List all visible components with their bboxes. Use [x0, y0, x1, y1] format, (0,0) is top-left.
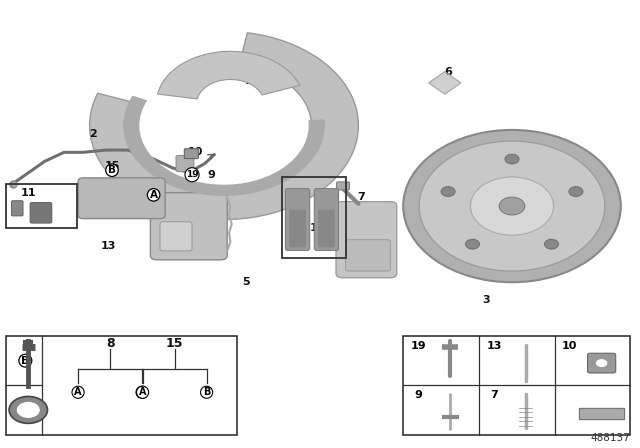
Text: 7: 7	[358, 192, 365, 202]
Polygon shape	[579, 408, 624, 419]
Text: 9: 9	[415, 390, 422, 400]
Text: B: B	[108, 165, 116, 175]
Text: A: A	[150, 190, 157, 200]
Text: B: B	[138, 387, 146, 397]
Text: 13: 13	[486, 341, 502, 351]
Wedge shape	[124, 95, 324, 196]
FancyBboxPatch shape	[12, 201, 23, 216]
Text: A: A	[74, 387, 82, 397]
Text: 11: 11	[21, 188, 36, 198]
FancyBboxPatch shape	[289, 210, 306, 247]
FancyBboxPatch shape	[285, 189, 310, 250]
Text: B: B	[203, 387, 211, 397]
Bar	[282, 177, 346, 258]
Circle shape	[499, 197, 525, 215]
FancyBboxPatch shape	[318, 210, 335, 247]
FancyBboxPatch shape	[176, 155, 194, 172]
Text: B: B	[21, 356, 29, 366]
Ellipse shape	[83, 178, 154, 216]
Bar	[6, 184, 77, 228]
Text: 13: 13	[101, 241, 116, 251]
Wedge shape	[90, 33, 358, 220]
Circle shape	[419, 141, 605, 271]
Text: 1: 1	[310, 224, 317, 233]
Text: 18: 18	[245, 76, 260, 86]
Circle shape	[545, 239, 559, 249]
Text: 488137: 488137	[591, 433, 630, 443]
Bar	[403, 336, 630, 435]
FancyBboxPatch shape	[314, 189, 339, 250]
Text: 12: 12	[34, 215, 49, 224]
Text: 15: 15	[166, 337, 183, 350]
Text: 16: 16	[178, 161, 193, 171]
Circle shape	[403, 130, 621, 282]
Text: 7: 7	[490, 390, 498, 400]
FancyBboxPatch shape	[160, 222, 192, 251]
Circle shape	[596, 359, 607, 367]
Text: 3: 3	[483, 295, 490, 305]
Text: 6: 6	[444, 67, 452, 77]
FancyBboxPatch shape	[150, 193, 227, 260]
Text: A: A	[21, 405, 29, 415]
FancyBboxPatch shape	[30, 202, 52, 223]
FancyBboxPatch shape	[184, 149, 198, 159]
Circle shape	[465, 239, 479, 249]
Text: 8: 8	[106, 337, 115, 350]
FancyBboxPatch shape	[346, 240, 390, 271]
FancyBboxPatch shape	[336, 202, 397, 278]
Circle shape	[17, 402, 40, 418]
Text: 10: 10	[562, 341, 577, 351]
Text: 8: 8	[207, 228, 215, 238]
Polygon shape	[429, 72, 461, 94]
FancyBboxPatch shape	[588, 353, 616, 373]
Circle shape	[569, 187, 583, 197]
Circle shape	[441, 187, 455, 197]
Text: 2: 2	[89, 129, 97, 139]
Bar	[6, 336, 237, 435]
Circle shape	[505, 154, 519, 164]
Text: 9: 9	[207, 170, 215, 180]
FancyBboxPatch shape	[78, 178, 165, 219]
Wedge shape	[157, 52, 300, 99]
Text: 19: 19	[186, 170, 198, 179]
Text: 4: 4	[553, 250, 561, 260]
Text: A: A	[139, 387, 147, 397]
Text: 14: 14	[370, 262, 385, 271]
Text: 10: 10	[188, 147, 203, 157]
FancyBboxPatch shape	[337, 182, 349, 190]
Text: 5: 5	[243, 277, 250, 287]
Circle shape	[9, 396, 47, 423]
Text: 19: 19	[410, 341, 426, 351]
Text: 17: 17	[287, 165, 302, 175]
Circle shape	[470, 177, 554, 235]
Text: 15: 15	[104, 161, 120, 171]
